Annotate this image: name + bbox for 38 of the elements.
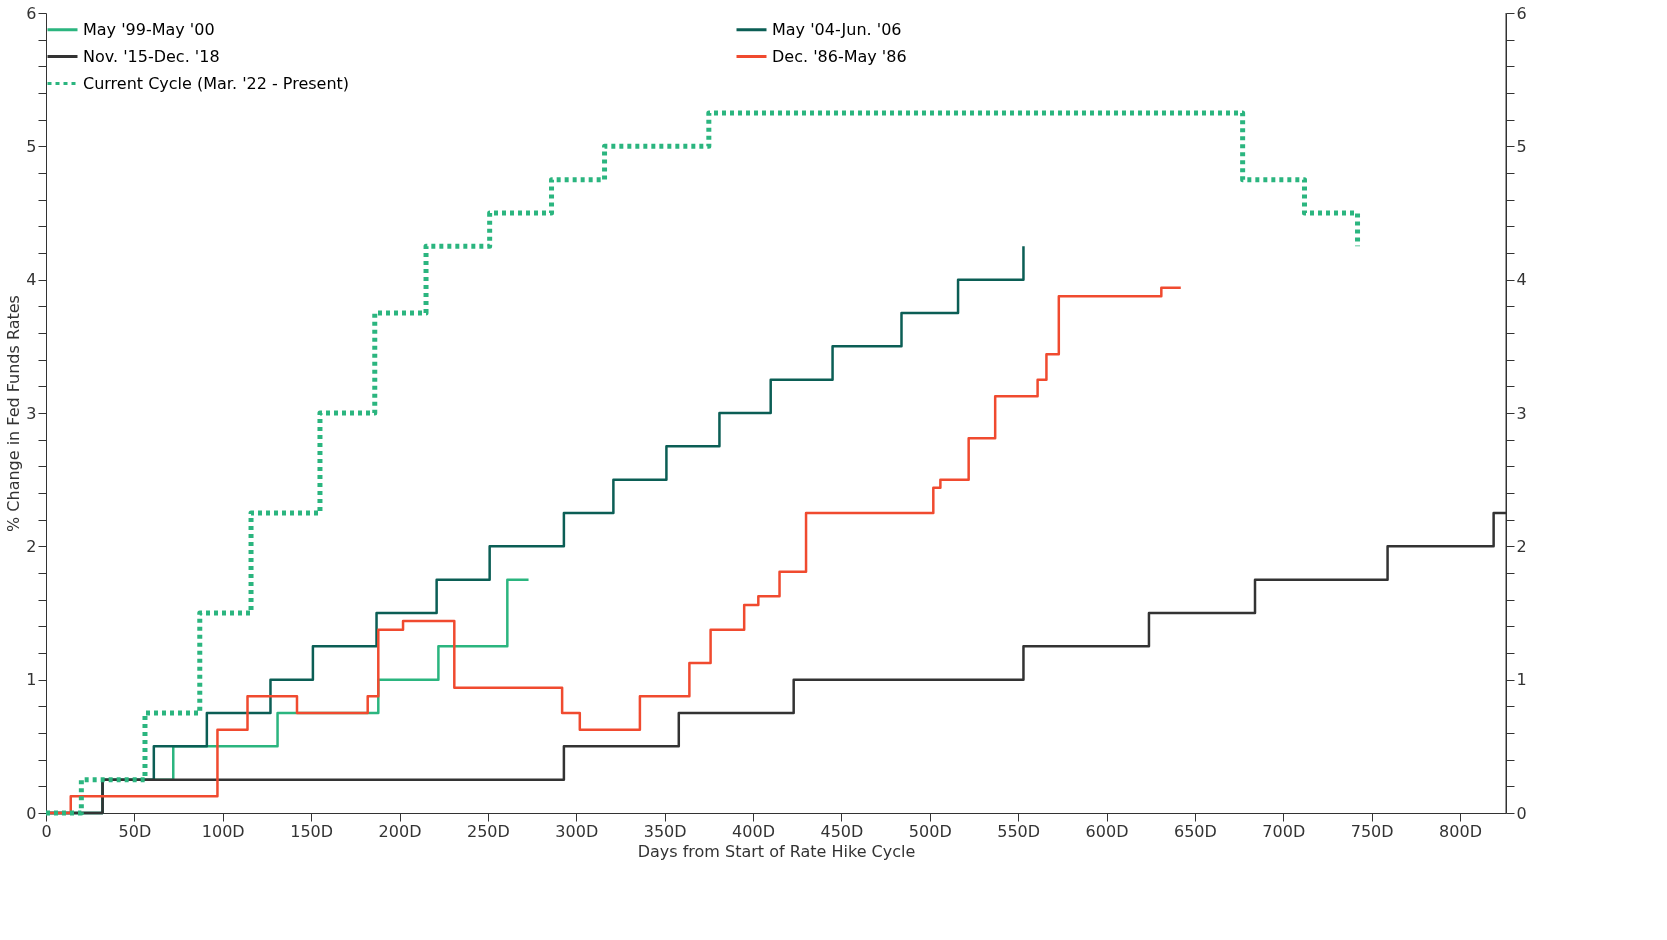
y-tick-label: 6	[26, 3, 37, 23]
x-tick-label: 450D	[820, 821, 864, 841]
y2-tick-label: 0	[1516, 803, 1527, 823]
y2-tick-label: 4	[1516, 270, 1527, 290]
legend-label: Current Cycle (Mar. '22 - Present)	[83, 73, 350, 93]
y-axis-title: % Change in Fed Funds Rates	[4, 295, 24, 532]
y2-tick-label: 2	[1516, 536, 1527, 556]
x-tick-label: 250D	[466, 821, 510, 841]
y-tick-label: 4	[26, 270, 37, 290]
x-tick-label: 0	[41, 821, 52, 841]
legend-label: Nov. '15-Dec. '18	[83, 46, 220, 66]
x-tick-label: 600D	[1085, 821, 1129, 841]
x-tick-label: 150D	[290, 821, 334, 841]
legend-label: Dec. '86-May '86	[772, 46, 907, 66]
x-axis-title: Days from Start of Rate Hike Cycle	[637, 841, 916, 861]
legend-label: May '04-Jun. '06	[772, 19, 902, 39]
x-tick-label: 800D	[1439, 821, 1482, 841]
x-tick-label: 100D	[201, 821, 245, 841]
x-tick-label: 200D	[378, 821, 422, 841]
y2-tick-label: 5	[1516, 136, 1527, 156]
y-tick-label: 1	[26, 670, 37, 690]
y-tick-label: 2	[26, 536, 37, 556]
x-tick-label: 500D	[908, 821, 952, 841]
x-tick-label: 650D	[1173, 821, 1217, 841]
x-tick-label: 750D	[1350, 821, 1394, 841]
y-tick-label: 0	[26, 803, 37, 823]
y2-tick-label: 1	[1516, 670, 1527, 690]
y-tick-label: 3	[26, 403, 37, 423]
y-tick-label: 5	[26, 136, 37, 156]
x-tick-label: 350D	[643, 821, 687, 841]
x-tick-label: 550D	[997, 821, 1041, 841]
x-tick-label: 300D	[555, 821, 599, 841]
y2-tick-label: 3	[1516, 403, 1527, 423]
legend-label: May '99-May '00	[83, 19, 215, 39]
y2-tick-label: 6	[1516, 3, 1527, 23]
x-tick-label: 50D	[118, 821, 152, 841]
x-tick-label: 700D	[1262, 821, 1306, 841]
x-tick-label: 400D	[732, 821, 775, 841]
